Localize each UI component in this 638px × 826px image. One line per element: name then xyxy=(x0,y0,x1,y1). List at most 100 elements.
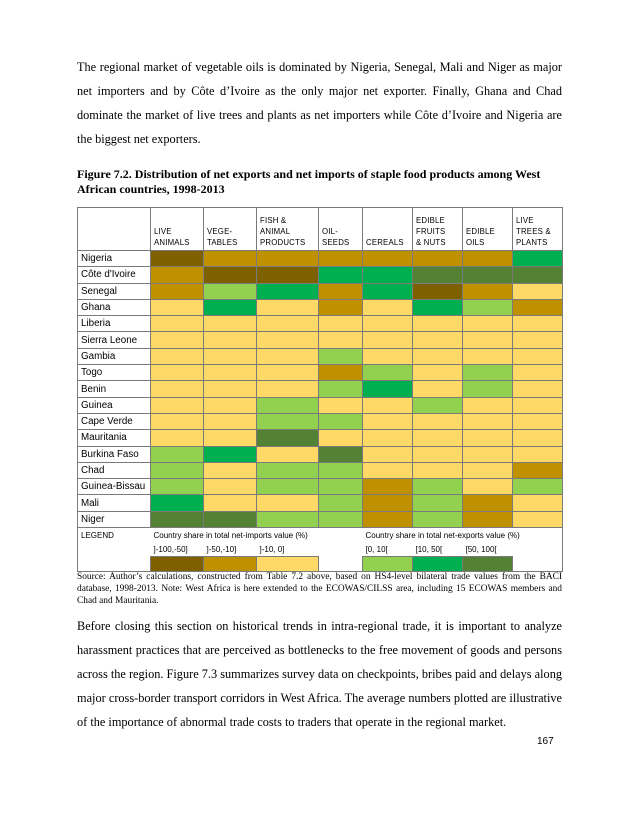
heat-cell xyxy=(412,478,463,496)
heat-cell xyxy=(512,298,563,317)
country-label: Niger xyxy=(77,510,151,529)
heat-cell xyxy=(512,266,563,284)
heat-cell xyxy=(362,249,413,268)
heat-cell xyxy=(318,298,363,317)
heat-cell xyxy=(462,461,513,480)
heat-cell xyxy=(256,347,319,366)
heat-cell xyxy=(203,331,257,349)
heat-cell xyxy=(462,282,513,300)
table-row: Gambia xyxy=(77,347,563,366)
heat-cell xyxy=(362,298,413,317)
heat-cell xyxy=(256,429,319,447)
heat-cell xyxy=(256,364,319,382)
country-label: Cape Verde xyxy=(77,412,151,431)
heat-cell xyxy=(462,315,513,333)
country-label: Mali xyxy=(77,494,151,512)
heat-cell xyxy=(256,298,319,317)
heat-cell xyxy=(256,494,319,512)
country-label: Gambia xyxy=(77,347,151,366)
heat-cell xyxy=(150,266,204,284)
heat-cell xyxy=(256,445,319,463)
heat-cell xyxy=(203,461,257,480)
body-paragraph: The regional market of vegetable oils is… xyxy=(77,60,562,146)
heat-cell xyxy=(412,494,463,512)
heat-cell xyxy=(318,494,363,512)
heat-cell xyxy=(512,315,563,333)
heat-cell xyxy=(512,347,563,366)
heat-cell xyxy=(512,396,563,414)
heat-cell xyxy=(203,396,257,414)
country-label: Guinea-Bissau xyxy=(77,478,151,496)
staple-food-table: LIVE ANIMALS VEGE- TABLES FISH & ANIMAL PRODU… xyxy=(77,207,563,573)
heat-cell xyxy=(203,494,257,512)
heat-cell xyxy=(256,461,319,480)
heat-cell xyxy=(318,461,363,480)
heat-cell xyxy=(150,412,204,431)
heat-cell xyxy=(362,331,413,349)
heat-cell xyxy=(318,282,363,300)
heat-cell xyxy=(203,380,257,398)
heat-cell xyxy=(362,282,413,300)
heat-cell xyxy=(150,347,204,366)
table-row: Togo xyxy=(77,364,563,382)
page-number: 167 xyxy=(537,736,554,747)
heat-cell xyxy=(462,494,513,512)
heat-cell xyxy=(512,380,563,398)
country-label: Chad xyxy=(77,461,151,480)
body-paragraph: Before closing this section on historica… xyxy=(77,619,562,729)
legend-range-row: ]-100,-50]]-50,-10]]-10, 0] [0, 10[[10, 5… xyxy=(77,542,563,557)
heat-cell xyxy=(362,429,413,447)
table-row: Guinea xyxy=(77,396,563,414)
heat-cell xyxy=(256,396,319,414)
heat-cell xyxy=(412,510,463,529)
heat-cell xyxy=(512,445,563,463)
legend-range-label: ]-50,-10] xyxy=(206,544,237,554)
heat-cell xyxy=(256,315,319,333)
heat-cell xyxy=(462,510,513,529)
column-header: EDIBLE FRUITS & NUTS xyxy=(412,207,463,251)
table-header-row: LIVE ANIMALS VEGE- TABLES FISH & ANIMAL PRODU… xyxy=(77,207,563,251)
heat-cell xyxy=(150,445,204,463)
heat-cell xyxy=(318,412,363,431)
heat-cell xyxy=(150,380,204,398)
column-header: EDIBLE OILS xyxy=(462,207,513,251)
heat-cell xyxy=(150,315,204,333)
legend-spacer xyxy=(319,542,363,557)
legend-imports-caption: Country share in total net-imports value… xyxy=(153,530,308,540)
heat-cell xyxy=(362,396,413,414)
heat-cell xyxy=(150,298,204,317)
table-row: Côte d'Ivoire xyxy=(77,266,563,284)
heat-cell xyxy=(150,429,204,447)
country-label: Nigeria xyxy=(77,249,151,268)
legend-exports-caption: Country share in total net-exports value… xyxy=(365,530,520,540)
heat-cell xyxy=(150,461,204,480)
legend-caption-row: LEGEND Country share in total net-imports… xyxy=(77,527,563,543)
heat-cell xyxy=(412,249,463,268)
heat-cell xyxy=(462,331,513,349)
heat-cell xyxy=(462,347,513,366)
table-row: Burkina Faso xyxy=(77,445,563,463)
heat-cell xyxy=(203,429,257,447)
heat-cell xyxy=(318,364,363,382)
heat-cell xyxy=(318,266,363,284)
table-row: Nigeria xyxy=(77,249,563,268)
heat-cell xyxy=(362,461,413,480)
legend-range-label: [50, 100[ xyxy=(465,544,497,554)
table-row: Liberia xyxy=(77,315,563,333)
heat-cell xyxy=(412,412,463,431)
column-header: LIVE ANIMALS xyxy=(150,207,204,251)
heat-cell xyxy=(150,249,204,268)
heat-cell xyxy=(203,364,257,382)
heat-cell xyxy=(412,380,463,398)
heat-cell xyxy=(362,364,413,382)
heat-cell xyxy=(256,282,319,300)
heat-cell xyxy=(318,478,363,496)
heat-cell xyxy=(512,331,563,349)
heat-cell xyxy=(362,380,413,398)
heat-cell xyxy=(318,510,363,529)
country-label: Mauritania xyxy=(77,429,151,447)
heat-cell xyxy=(512,461,563,480)
heat-cell xyxy=(362,510,413,529)
table-row: Guinea-Bissau xyxy=(77,478,563,496)
legend-swatch xyxy=(362,556,413,573)
